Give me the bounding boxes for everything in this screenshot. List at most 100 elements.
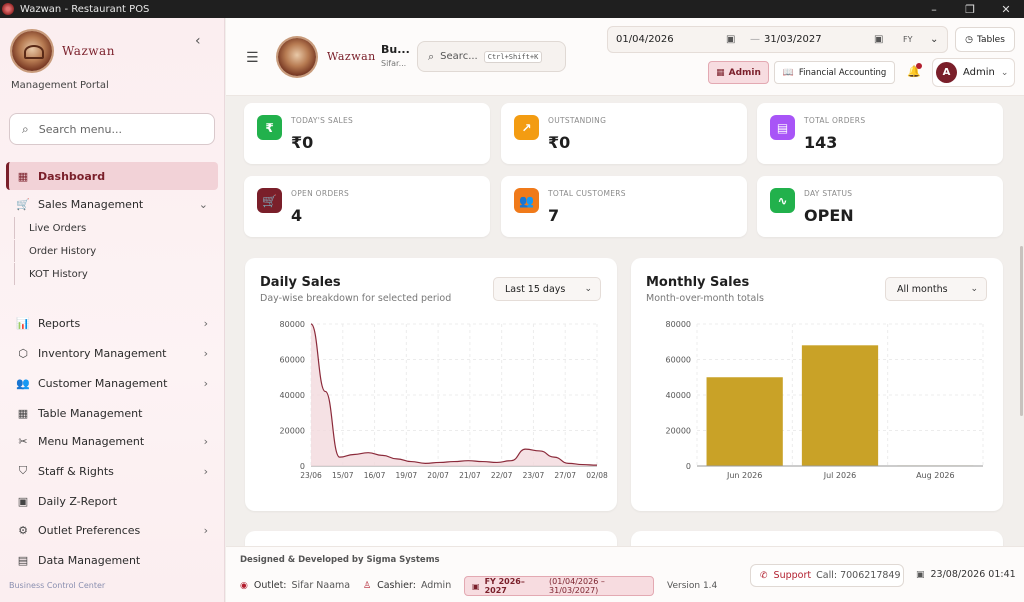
tables-button[interactable]: ◷ Tables	[955, 27, 1015, 52]
cashier-value: Admin	[420, 580, 452, 591]
sidebar-item-label: Inventory Management	[38, 346, 167, 360]
stat-card-total-customers[interactable]: 👥 TOTAL CUSTOMERS 7	[501, 176, 747, 237]
main-scrollbar[interactable]	[1018, 96, 1024, 546]
stat-card-day-status[interactable]: ∿ DAY STATUS OPEN	[757, 176, 1003, 237]
sidebar-search-input[interactable]	[38, 122, 199, 136]
sidebar-brand-name: Wazwan	[62, 44, 115, 58]
calendar-icon[interactable]: ▣	[874, 34, 884, 45]
sidebar-subitem-order-history[interactable]: Order History	[14, 240, 214, 262]
sidebar-subitem-kot-history[interactable]: KOT History	[14, 263, 214, 285]
users-icon: 👥	[16, 376, 30, 390]
lower-panel-right	[631, 531, 1003, 546]
sidebar-item-label: Daily Z-Report	[38, 494, 118, 508]
sidebar-item-inventory-management[interactable]: ⬡ Inventory Management ›	[6, 339, 218, 367]
x-tick-label: Jun 2026	[726, 471, 762, 480]
sidebar-subitem-live-orders[interactable]: Live Orders	[14, 217, 214, 239]
stat-card-today-s-sales[interactable]: ₹ TODAY'S SALES ₹0	[244, 103, 490, 164]
sidebar-item-label: Outlet Preferences	[38, 523, 141, 537]
stat-card-total-orders[interactable]: ▤ TOTAL ORDERS 143	[757, 103, 1003, 164]
y-tick-label: 80000	[280, 320, 305, 329]
dashboard-content: ₹ TODAY'S SALES ₹0 ↗ OUTSTANDING ₹0 ▤ TOTAL ORD…	[226, 96, 1014, 546]
sidebar-item-reports[interactable]: 📊 Reports ›	[6, 309, 218, 337]
fy-range: (01/04/2026 – 31/03/2027)	[549, 577, 605, 595]
grid-icon: ▦	[17, 406, 29, 420]
stat-label: OUTSTANDING	[548, 116, 607, 125]
footer-cashier: ♙ Cashier: Admin	[363, 580, 451, 591]
activity-icon: ∿	[770, 188, 795, 213]
admin-mode-button[interactable]: ▦ Admin	[708, 61, 769, 84]
stat-value: OPEN	[804, 206, 854, 225]
user-name: Admin	[963, 67, 995, 78]
menu-icon[interactable]: ☰	[246, 50, 259, 66]
stat-card-open-orders[interactable]: 🛒 OPEN ORDERS 4	[244, 176, 490, 237]
minimize-icon[interactable]: –	[931, 2, 937, 16]
sidebar-item-dashboard[interactable]: ▦ Dashboard	[6, 162, 218, 190]
calendar-icon: ▣	[17, 494, 29, 508]
sidebar-item-data-management[interactable]: ▤ Data Management	[6, 546, 218, 574]
chevron-down-icon[interactable]: ⌄	[930, 34, 939, 45]
calendar-icon[interactable]: ▣	[726, 34, 736, 45]
scrollbar-thumb[interactable]	[1020, 246, 1023, 416]
chevron-right-icon: ›	[203, 523, 208, 537]
sidebar-item-outlet-preferences[interactable]: ⚙ Outlet Preferences ›	[6, 516, 218, 544]
global-search[interactable]: ⌕ Searc... Ctrl+Shift+K	[417, 41, 566, 72]
phone-icon: ✆	[760, 570, 768, 581]
sidebar-item-menu-management[interactable]: ✂ Menu Management ›	[6, 427, 218, 455]
stat-label: TOTAL CUSTOMERS	[548, 189, 626, 198]
gear-icon: ⚙	[18, 523, 28, 537]
y-tick-label: 40000	[280, 391, 305, 400]
chevron-down-icon: ⌄	[1000, 67, 1009, 78]
close-icon[interactable]: ✕	[1001, 2, 1011, 16]
stat-value: 7	[548, 206, 560, 225]
support-button[interactable]: ✆ Support Call: 7006217849	[750, 564, 904, 587]
sidebar-footer-label: Business Control Center	[9, 581, 106, 590]
user-menu[interactable]: A Admin ⌄	[932, 58, 1015, 87]
collapse-sidebar-icon[interactable]: ‹	[195, 33, 201, 49]
y-tick-label: 40000	[666, 391, 691, 400]
daily-sales-range-select[interactable]: Last 15 days ⌄	[493, 277, 601, 301]
stat-value: 143	[804, 133, 838, 152]
financial-accounting-button[interactable]: 📖 Financial Accounting	[774, 61, 895, 84]
maximize-icon[interactable]: ❐	[965, 2, 975, 16]
x-tick-label: Aug 2026	[916, 471, 955, 480]
x-tick-label: 19/07	[396, 471, 418, 480]
sidebar-item-daily-z-report[interactable]: ▣ Daily Z-Report	[6, 487, 218, 515]
admin-mode-label: Admin	[728, 67, 761, 78]
chevron-down-icon: ⌄	[584, 284, 592, 294]
daily-sales-panel: Daily Sales Day-wise breakdown for selec…	[245, 258, 617, 511]
bar-jun-2026[interactable]	[706, 377, 783, 466]
sidebar-item-label: Table Management	[38, 406, 143, 420]
date-to[interactable]: 31/03/2027	[764, 34, 822, 45]
stat-card-outstanding[interactable]: ↗ OUTSTANDING ₹0	[501, 103, 747, 164]
sidebar-item-label: Reports	[38, 316, 81, 330]
app-version: Version 1.4	[667, 581, 718, 591]
trend-up-icon: ↗	[514, 115, 539, 140]
sidebar-item-label: Dashboard	[38, 169, 106, 183]
chevron-right-icon: ›	[203, 376, 208, 390]
restaurant-logo	[12, 31, 52, 71]
sidebar-item-label: Staff & Rights	[38, 464, 114, 478]
fy-select[interactable]: FY	[903, 35, 913, 44]
notification-dot	[916, 63, 922, 69]
sidebar-item-customer-management[interactable]: 👥 Customer Management ›	[6, 369, 218, 397]
sidebar-item-table-management[interactable]: ▦ Table Management	[6, 399, 218, 427]
outlet-name: Sifar...	[381, 59, 407, 68]
x-tick-label: 15/07	[332, 471, 354, 480]
tables-label: Tables	[976, 34, 1005, 45]
sidebar-item-sales-management[interactable]: 🛒 Sales Management ⌄	[6, 190, 218, 218]
y-tick-label: 20000	[666, 427, 691, 436]
monthly-sales-range-select[interactable]: All months ⌄	[885, 277, 987, 301]
sidebar-brand[interactable]: Wazwan	[12, 31, 115, 71]
sidebar-item-staff-rights[interactable]: ⛉ Staff & Rights ›	[6, 457, 218, 485]
date-from[interactable]: 01/04/2026	[616, 34, 674, 45]
stat-value: ₹0	[291, 133, 314, 152]
calendar-icon: ▣	[472, 581, 480, 591]
receipt-icon: ▤	[770, 115, 795, 140]
app-logo-icon	[2, 3, 14, 15]
cart-icon: 🛒	[257, 188, 282, 213]
database-icon: ▤	[17, 553, 29, 567]
window-controls: – ❐ ✕	[916, 0, 1024, 18]
x-tick-label: 21/07	[459, 471, 481, 480]
chart-icon: 📊	[16, 316, 30, 330]
bar-jul-2026[interactable]	[801, 345, 879, 466]
